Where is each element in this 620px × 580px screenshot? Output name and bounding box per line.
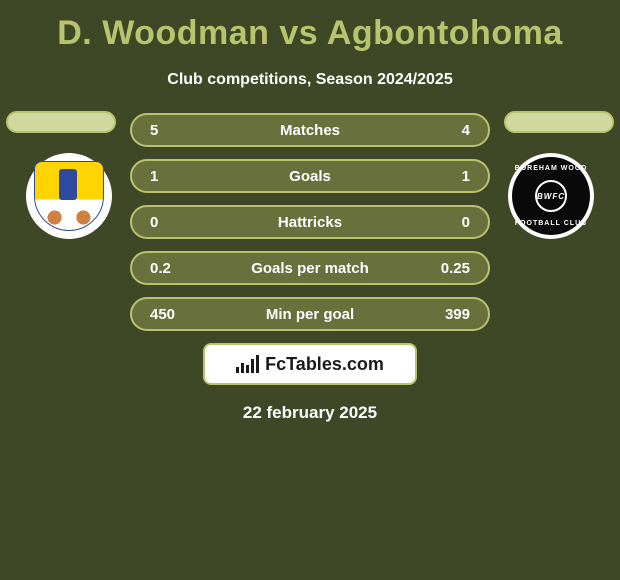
stat-left-value: 450 <box>150 306 204 323</box>
bars-icon <box>236 355 259 373</box>
stat-label: Goals per match <box>204 260 416 277</box>
badge-text: BOREHAM WOOD <box>515 165 588 172</box>
stat-left-value: 5 <box>150 122 204 139</box>
comparison-panel: BOREHAM WOOD BWFC FOOTBALL CLUB 5 Matche… <box>0 113 620 423</box>
stat-left-value: 0 <box>150 214 204 231</box>
brand-box[interactable]: FcTables.com <box>203 343 417 385</box>
crest-icon <box>34 161 104 231</box>
stat-label: Goals <box>204 168 416 185</box>
stats-rows: 5 Matches 4 1 Goals 1 0 Hattricks 0 0.2 … <box>130 113 490 331</box>
date-label: 22 february 2025 <box>0 403 620 423</box>
stat-label: Min per goal <box>204 306 416 323</box>
badge-initials: BWFC <box>535 180 567 212</box>
stat-left-value: 0.2 <box>150 260 204 277</box>
badge-text: FOOTBALL CLUB <box>515 220 587 227</box>
stat-right-value: 0.25 <box>416 260 470 277</box>
club-badge-right: BOREHAM WOOD BWFC FOOTBALL CLUB <box>508 153 594 239</box>
page-title: D. Woodman vs Agbontohoma <box>0 0 620 53</box>
stat-row-min-per-goal: 450 Min per goal 399 <box>130 297 490 331</box>
stat-label: Matches <box>204 122 416 139</box>
stat-row-goals: 1 Goals 1 <box>130 159 490 193</box>
stat-row-matches: 5 Matches 4 <box>130 113 490 147</box>
stat-row-goals-per-match: 0.2 Goals per match 0.25 <box>130 251 490 285</box>
subtitle: Club competitions, Season 2024/2025 <box>0 71 620 89</box>
club-badge-left <box>26 153 112 239</box>
stat-right-value: 1 <box>416 168 470 185</box>
brand-label: FcTables.com <box>265 354 384 375</box>
stat-right-value: 0 <box>416 214 470 231</box>
stat-row-hattricks: 0 Hattricks 0 <box>130 205 490 239</box>
player-right-pill <box>504 111 614 133</box>
stat-right-value: 4 <box>416 122 470 139</box>
stat-left-value: 1 <box>150 168 204 185</box>
player-left-pill <box>6 111 116 133</box>
stat-label: Hattricks <box>204 214 416 231</box>
boreham-wood-badge-icon: BOREHAM WOOD BWFC FOOTBALL CLUB <box>512 157 590 235</box>
stat-right-value: 399 <box>416 306 470 323</box>
